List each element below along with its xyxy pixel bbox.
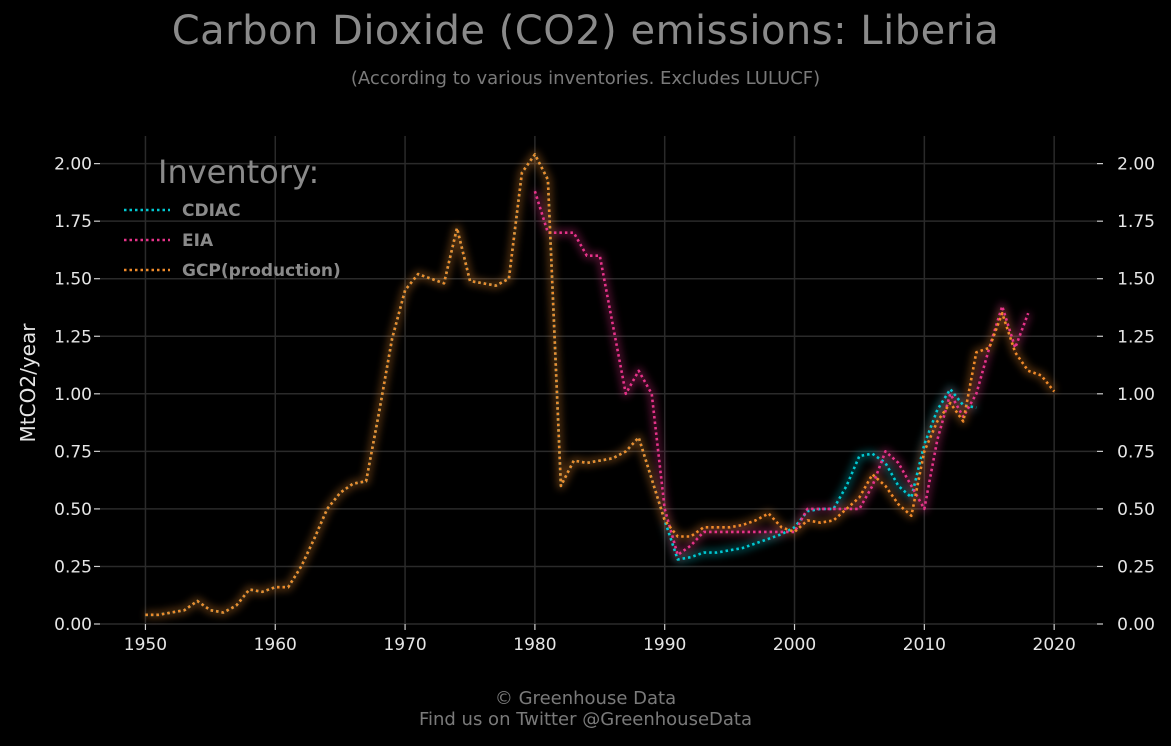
y-tick-label-right: 0.25	[1117, 557, 1155, 577]
series-glow	[145, 150, 977, 619]
chart-subtitle: (According to various inventories. Exclu…	[350, 68, 821, 89]
legend-title: Inventory:	[158, 153, 319, 191]
y-tick-label-left: 1.50	[54, 270, 92, 290]
legend-label: GCP(production)	[182, 261, 341, 281]
y-tick-label-right: 0.00	[1117, 615, 1155, 635]
y-tick-label-right: 1.50	[1117, 270, 1155, 290]
y-tick-label-left: 0.25	[54, 557, 92, 577]
y-tick-label-left: 0.50	[54, 500, 92, 520]
y-tick-label-right: 1.75	[1117, 212, 1155, 232]
y-axis-label: MtCO2/year	[16, 323, 40, 443]
footer-twitter: Find us on Twitter @GreenhouseData	[418, 709, 753, 730]
series-lines	[145, 153, 1056, 617]
y-tick-label-left: 1.00	[54, 385, 92, 405]
y-tick-label-left: 1.25	[54, 327, 92, 347]
x-tick-label: 2010	[903, 635, 946, 655]
y-tick-label-right: 0.50	[1117, 500, 1155, 520]
x-axis-ticks: 1950 1960 1970 1980 1990 2000 2010 2020	[124, 624, 1076, 655]
legend: Inventory: CDIAC EIA GCP(production)	[124, 153, 341, 281]
x-tick-label: 1970	[383, 635, 426, 655]
y-tick-label-right: 1.25	[1117, 327, 1155, 347]
series-glow	[531, 190, 1032, 559]
y-tick-label-right: 0.75	[1117, 442, 1155, 462]
line-glow-layer	[145, 150, 1057, 619]
series-line-cdiac	[145, 153, 977, 617]
x-tick-label: 1980	[513, 635, 556, 655]
legend-label: EIA	[182, 231, 214, 251]
y-tick-label-right: 1.00	[1117, 385, 1155, 405]
y-tick-label-left: 0.00	[54, 615, 92, 635]
y-tick-label-left: 2.00	[54, 155, 92, 175]
series-line-gcp-production-	[145, 153, 1056, 617]
y-tick-label-right: 2.00	[1117, 155, 1155, 175]
legend-label: CDIAC	[182, 201, 241, 221]
x-tick-label: 1960	[254, 635, 297, 655]
chart-title: Carbon Dioxide (CO2) emissions: Liberia	[171, 8, 1000, 54]
x-tick-label: 1990	[643, 635, 686, 655]
series-glow	[145, 150, 1057, 619]
y-axis-right-ticks: 0.00 0.25 0.50 0.75 1.00 1.25 1.50 1.75 2.00	[1097, 155, 1155, 635]
grid-lines	[100, 136, 1097, 625]
y-tick-label-left: 0.75	[54, 442, 92, 462]
x-tick-label: 1950	[124, 635, 167, 655]
x-tick-label: 2000	[773, 635, 816, 655]
y-axis-left-ticks: 0.00 0.25 0.50 0.75 1.00 1.25 1.50 1.75 2.00	[54, 155, 100, 635]
footer-copyright: © Greenhouse Data	[494, 688, 677, 709]
y-tick-label-left: 1.75	[54, 212, 92, 232]
series-line-eia	[533, 190, 1030, 557]
x-tick-label: 2020	[1033, 635, 1076, 655]
